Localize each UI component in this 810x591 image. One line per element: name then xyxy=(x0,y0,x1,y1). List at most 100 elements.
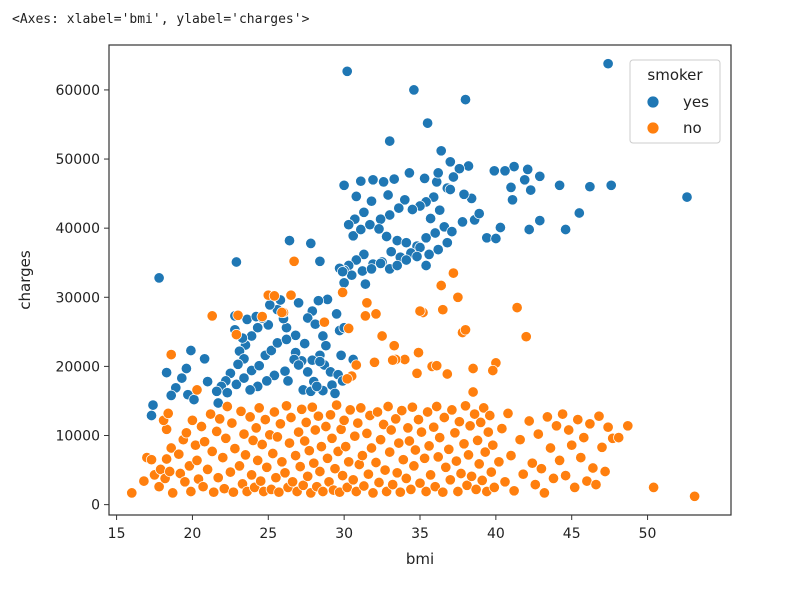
x-tick-label-25: 25 xyxy=(259,526,277,542)
point-no-171 xyxy=(425,469,437,481)
point-yes-95 xyxy=(338,179,350,191)
point-no-31 xyxy=(205,408,217,420)
point-yes-33 xyxy=(447,171,459,183)
point-no-219 xyxy=(505,450,517,462)
point-no-27 xyxy=(195,420,208,433)
point-no-100 xyxy=(317,485,329,498)
point-no-190 xyxy=(453,416,465,428)
point-yes-164 xyxy=(161,367,173,379)
point-yes-42 xyxy=(375,213,387,225)
point-yes-96 xyxy=(350,190,362,202)
point-no-180 xyxy=(438,411,450,424)
point-no-103 xyxy=(321,452,334,464)
point-yes-47 xyxy=(347,230,359,242)
point-no-5 xyxy=(153,481,165,493)
point-no-22 xyxy=(185,485,197,498)
y-tick-label-20000: 20000 xyxy=(55,359,100,375)
point-no-233 xyxy=(547,472,560,484)
point-no-129 xyxy=(361,427,373,439)
point-yes-23 xyxy=(494,221,506,234)
point-no-279 xyxy=(414,305,426,317)
output-repr-text: <Axes: xlabel='bmi', ylabel='charges'> xyxy=(12,12,310,27)
point-no-101 xyxy=(318,316,330,328)
point-no-241 xyxy=(572,414,584,426)
point-no-145 xyxy=(385,424,397,436)
legend-title: smoker xyxy=(647,66,703,84)
point-yes-8 xyxy=(584,181,596,193)
point-no-34 xyxy=(211,425,223,437)
point-yes-147 xyxy=(268,369,280,381)
point-no-212 xyxy=(487,439,499,451)
point-yes-3 xyxy=(459,94,472,106)
point-no-175 xyxy=(431,400,443,413)
point-yes-165 xyxy=(185,344,197,357)
point-yes-44 xyxy=(358,206,370,218)
y-tick-label-60000: 60000 xyxy=(55,83,100,99)
point-yes-105 xyxy=(320,340,332,352)
point-yes-137 xyxy=(238,372,250,384)
point-no-213 xyxy=(488,481,500,493)
point-no-128 xyxy=(359,310,371,322)
point-no-246 xyxy=(587,462,599,474)
point-no-56 xyxy=(250,422,262,434)
y-tick-label-40000: 40000 xyxy=(55,221,100,237)
point-no-69 xyxy=(270,472,282,484)
point-no-276 xyxy=(191,384,203,396)
point-no-160 xyxy=(408,460,420,472)
point-no-80 xyxy=(287,476,299,488)
point-no-231 xyxy=(541,411,553,423)
point-no-187 xyxy=(449,427,461,439)
point-yes-102 xyxy=(302,312,314,324)
point-no-82 xyxy=(290,450,302,462)
point-no-259 xyxy=(487,364,499,377)
point-yes-154 xyxy=(311,380,323,392)
point-yes-41 xyxy=(384,209,396,221)
point-no-255 xyxy=(648,481,660,493)
point-no-144 xyxy=(384,446,396,458)
point-yes-58 xyxy=(446,226,458,238)
point-yes-53 xyxy=(400,237,412,249)
point-yes-11 xyxy=(560,223,572,236)
point-no-274 xyxy=(230,329,242,341)
point-no-130 xyxy=(362,468,374,480)
point-yes-38 xyxy=(406,203,418,216)
point-no-36 xyxy=(214,413,226,425)
point-yes-173 xyxy=(145,409,158,422)
point-yes-68 xyxy=(385,246,397,258)
point-no-8 xyxy=(161,453,173,465)
point-no-45 xyxy=(232,309,244,321)
x-ticks: 15 20 25 30 35 40 45 50 xyxy=(108,515,656,542)
point-no-44 xyxy=(229,443,241,455)
point-yes-91 xyxy=(432,167,444,179)
point-no-58 xyxy=(253,402,265,414)
point-no-227 xyxy=(529,479,541,491)
point-no-197 xyxy=(464,420,476,432)
point-no-139 xyxy=(376,330,388,342)
point-yes-94 xyxy=(425,212,437,225)
point-no-89 xyxy=(300,416,312,428)
point-yes-151 xyxy=(282,375,294,387)
point-no-43 xyxy=(227,486,239,498)
point-yes-18 xyxy=(488,165,500,177)
point-yes-5 xyxy=(384,135,396,147)
point-no-57 xyxy=(252,454,264,466)
y-tick-label-50000: 50000 xyxy=(55,152,100,168)
point-no-228 xyxy=(532,428,544,440)
point-yes-72 xyxy=(350,254,362,266)
point-no-114 xyxy=(338,414,350,426)
point-no-269 xyxy=(343,322,355,334)
point-no-240 xyxy=(569,481,581,493)
point-no-141 xyxy=(379,464,391,476)
point-yes-52 xyxy=(391,235,403,247)
point-yes-4 xyxy=(422,117,434,129)
point-yes-55 xyxy=(420,232,432,244)
point-no-217 xyxy=(499,476,511,488)
point-no-271 xyxy=(276,306,288,319)
point-no-254 xyxy=(622,420,634,432)
point-no-15 xyxy=(167,487,179,499)
point-yes-159 xyxy=(283,235,296,247)
point-yes-9 xyxy=(573,207,585,219)
point-no-226 xyxy=(526,457,538,469)
point-yes-1 xyxy=(602,58,614,70)
point-yes-40 xyxy=(393,202,405,214)
